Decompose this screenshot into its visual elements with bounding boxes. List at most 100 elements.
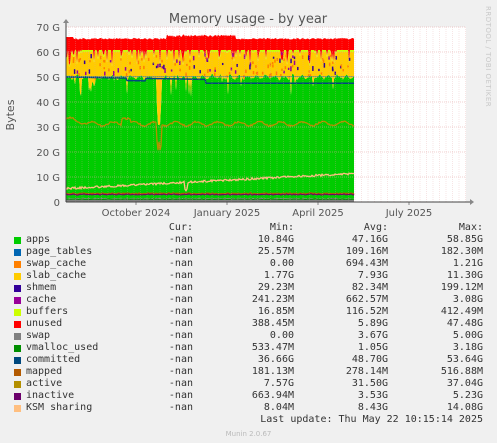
speck-mark <box>182 57 185 61</box>
speck-mark <box>276 57 279 61</box>
legend-value-max: 182.30M <box>440 246 483 257</box>
speck-mark <box>192 55 195 61</box>
legend-row: page_tables -nan 25.57M 109.16M 182.30M <box>0 246 497 258</box>
legend-value-max: 53.64G <box>446 354 483 365</box>
speck-mark <box>147 57 150 61</box>
speck-mark <box>323 63 326 68</box>
legend-header: Min: <box>269 222 294 233</box>
legend-row: buffers -nan 16.85M 116.52M 412.49M <box>0 306 497 318</box>
speck-mark <box>179 68 181 72</box>
speck-mark <box>84 71 87 76</box>
speck-mark <box>249 62 252 67</box>
legend-swatch <box>14 321 21 328</box>
speck-mark <box>334 71 337 75</box>
speck-mark <box>207 69 209 74</box>
legend-swatch <box>14 405 21 412</box>
legend-value-max: 3.08G <box>452 294 483 305</box>
speck-mark <box>230 67 233 71</box>
legend-label: swap <box>26 330 51 341</box>
legend-value-min: 0.00 <box>269 258 294 269</box>
legend-value-cur: -nan <box>168 342 193 353</box>
legend-value-max: 412.49M <box>440 306 483 317</box>
speck-mark <box>255 65 257 68</box>
legend-value-avg: 3.53G <box>357 390 388 401</box>
speck-mark <box>292 55 294 59</box>
legend-swatch <box>14 357 21 364</box>
legend-value-cur: -nan <box>168 270 193 281</box>
speck-mark <box>155 65 158 69</box>
speck-mark <box>99 55 102 60</box>
legend-label: inactive <box>26 390 75 401</box>
legend-value-min: 663.94M <box>251 390 294 401</box>
speck-mark <box>112 71 115 76</box>
legend-value-min: 0.00 <box>269 330 294 341</box>
y-tick-label: 60 G <box>36 48 60 59</box>
speck-mark <box>188 65 191 70</box>
legend-label: shmem <box>26 282 57 293</box>
speck-mark <box>163 64 165 70</box>
legend-swatch <box>14 237 21 244</box>
speck-mark <box>228 71 231 75</box>
speck-mark <box>232 53 234 57</box>
legend-value-cur: -nan <box>168 234 193 245</box>
legend-value-cur: -nan <box>168 294 193 305</box>
legend-swatch <box>14 249 21 256</box>
speck-mark <box>252 71 255 75</box>
legend-value-min: 8.04M <box>263 402 294 413</box>
legend-row: slab_cache -nan 1.77G 7.93G 11.30G <box>0 270 497 282</box>
legend-value-avg: 278.14M <box>345 366 388 377</box>
speck-mark <box>73 69 76 74</box>
speck-mark <box>89 60 91 63</box>
speck-mark <box>170 69 173 72</box>
legend-swatch <box>14 285 21 292</box>
speck-mark <box>293 56 296 60</box>
legend-value-cur: -nan <box>168 306 193 317</box>
legend-value-min: 10.84G <box>257 234 294 245</box>
speck-mark <box>203 73 206 77</box>
speck-mark <box>290 66 292 72</box>
line-committed <box>65 76 354 84</box>
speck-mark <box>117 68 120 73</box>
legend-header: Cur: <box>168 222 193 233</box>
legend-swatch <box>14 333 21 340</box>
y-tick-label: 10 G <box>36 173 60 184</box>
speck-mark <box>252 61 254 65</box>
speck-mark <box>76 70 79 74</box>
legend-value-avg: 1.05G <box>357 342 388 353</box>
y-tick-label: 70 G <box>36 23 60 34</box>
legend-label: vmalloc_used <box>26 342 99 353</box>
speck-mark <box>124 67 127 71</box>
speck-mark <box>271 61 274 65</box>
legend-row: vmalloc_used -nan 533.47M 1.05G 3.18G <box>0 342 497 354</box>
speck-mark <box>204 53 206 57</box>
legend-value-max: 199.12M <box>440 282 483 293</box>
speck-mark <box>189 59 191 63</box>
speck-mark <box>72 57 75 61</box>
speck-mark <box>280 74 282 77</box>
legend-label: page_tables <box>26 246 93 257</box>
speck-mark <box>125 73 128 77</box>
speck-mark <box>179 60 181 65</box>
speck-mark <box>236 63 238 67</box>
speck-mark <box>269 74 271 79</box>
rrdtool-credit: RRDTOOL / TOBI OETIKER <box>484 6 492 108</box>
legend-swatch <box>14 309 21 316</box>
legend-label: committed <box>26 354 81 365</box>
legend-value-avg: 7.93G <box>357 270 388 281</box>
speck-mark <box>161 59 163 63</box>
speck-mark <box>243 54 246 59</box>
speck-mark <box>209 69 211 72</box>
speck-mark <box>157 63 159 68</box>
speck-mark <box>267 64 269 69</box>
speck-mark <box>281 52 283 56</box>
legend-value-cur: -nan <box>168 246 193 257</box>
last-update-text: Last update: Thu May 22 10:15:14 2025 <box>260 414 483 425</box>
line-mapped <box>65 192 355 195</box>
legend-label: unused <box>26 318 63 329</box>
y-tick-label: 20 G <box>36 148 60 159</box>
speck-mark <box>206 57 208 62</box>
munin-version: Munin 2.0.67 <box>225 430 272 438</box>
speck-mark <box>221 62 224 66</box>
legend-label: KSM sharing <box>26 402 93 413</box>
y-tick-label: 50 G <box>36 73 60 84</box>
